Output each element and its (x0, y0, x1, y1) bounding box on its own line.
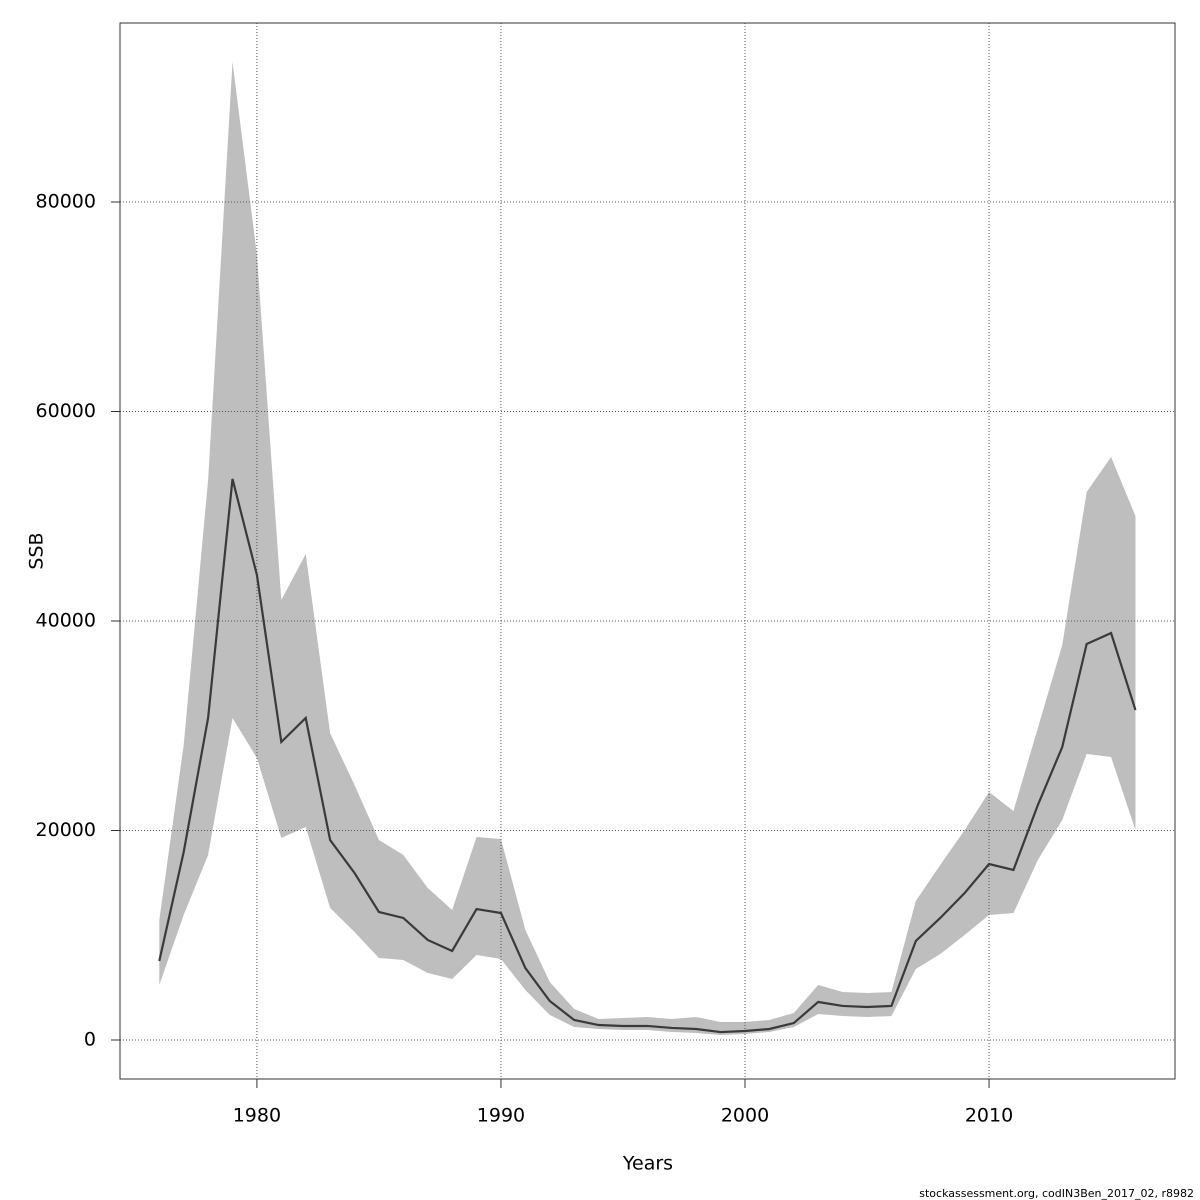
y-tick-label: 20000 (36, 819, 96, 841)
x-tick-label: 2000 (721, 1105, 769, 1127)
y-axis-label: SSB (26, 532, 48, 569)
y-tick-label: 80000 (36, 190, 96, 212)
x-axis-label: Years (622, 1153, 673, 1175)
plot-frame (119, 22, 1176, 1080)
ssb-line (158, 478, 1137, 1034)
y-tick-label: 60000 (36, 400, 96, 422)
x-tick-label: 2010 (965, 1105, 1013, 1127)
y-tick-label: 40000 (36, 609, 96, 631)
x-tick-label: 1980 (233, 1105, 281, 1127)
y-tick-label: 0 (84, 1029, 96, 1051)
x-tick-label: 1990 (477, 1105, 525, 1127)
footer: stockassessment.org, codIN3Ben_2017_02, … (919, 1187, 1194, 1200)
